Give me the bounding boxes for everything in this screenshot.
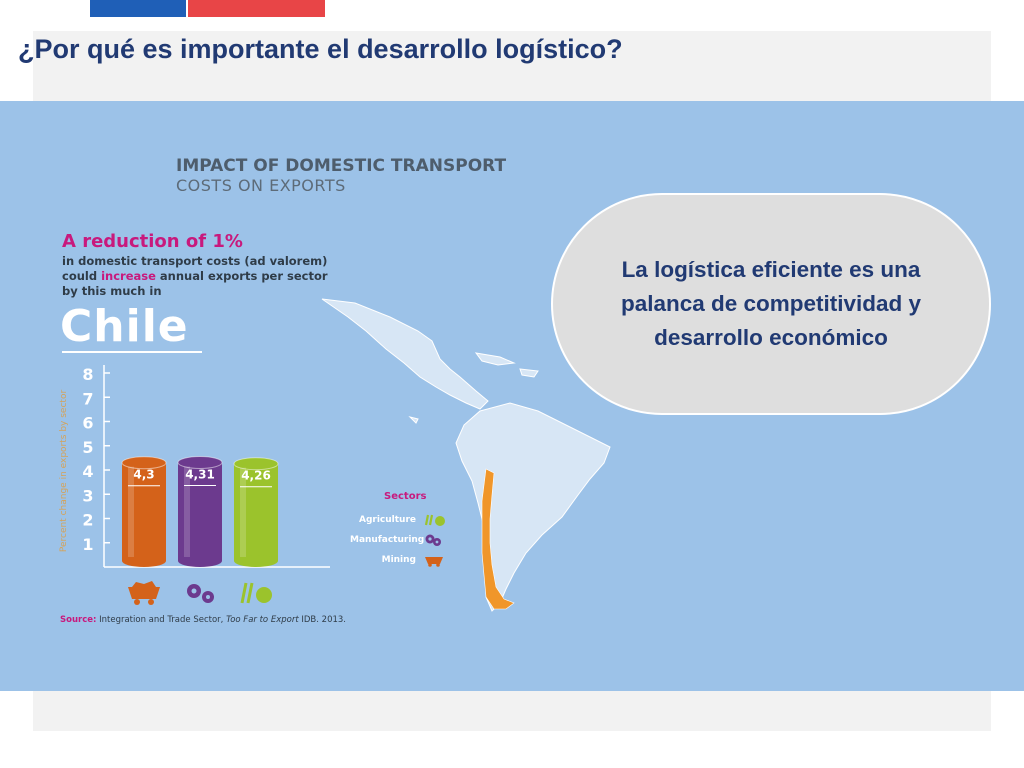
mining-cart-wheel-right [148,599,154,605]
bar-chart: 1 2 3 4 5 6 7 8 Percent change in exports by sec… [59,365,330,605]
chile-shape [481,468,515,610]
country-underline [62,351,202,353]
y-tick-label-5: 5 [82,438,93,457]
desc-per-sector: annual exports per sector [155,268,328,283]
flag-bar [90,0,325,17]
callout-text: La logística eficiente es una palanca de… [620,257,922,350]
infographic-title-line1: IMPACT OF DOMESTIC TRANSPORT [176,156,507,176]
source-italic: Too Far to Export [226,615,299,625]
bar-cap-agriculture [233,457,279,471]
y-tick-label-2: 2 [82,511,93,530]
bar-highlight-manufacturing [184,466,190,557]
infographic-title-line2: COSTS ON EXPORTS [176,175,346,195]
bar-base-manufacturing [178,555,222,567]
apple-icon [256,587,272,603]
y-tick-label-7: 7 [82,389,93,408]
bar-value-label-agriculture: 4,26 [241,469,271,483]
mining-icon [425,557,443,567]
reduction-prefix: A reduction of [62,231,213,252]
legend-row-agriculture: Agriculture [350,510,446,530]
bar-base-mining [122,555,166,567]
reduction-value: 1% [212,231,243,252]
y-tick-label-8: 8 [82,365,93,384]
bar-value-label-mining: 4,3 [133,468,154,482]
source-text: Integration and Trade Sector, [96,615,227,625]
americas-map [321,298,611,612]
legend-label-agriculture: Agriculture [358,515,416,525]
desc-increase: increase [101,268,156,283]
south-america-shape [455,402,611,612]
bar-cap-manufacturing [177,455,223,469]
wheat-icon [240,582,254,604]
legend-label-mining: Mining [381,555,416,565]
reduction-desc-line3: by this much in [62,283,162,298]
infographic-panel: IMPACT OF DOMESTIC TRANSPORT COSTS ON EX… [0,101,1024,691]
y-tick-label-4: 4 [82,462,93,481]
bar-mining [122,462,166,561]
bar-highlight-mining [128,466,134,557]
bar-cap-mining [121,456,167,470]
agriculture-icon [424,514,445,526]
reduction-description: in domestic transport costs (ad valorem)… [62,254,328,299]
source-tail: IDB. 2013. [298,615,346,625]
reduction-statement: A reduction of 1% in domestic transport … [62,231,328,299]
flag-blue-stripe [90,0,186,17]
infographic-title: IMPACT OF DOMESTIC TRANSPORT COSTS ON EX… [176,156,507,195]
bar-base-agriculture [234,555,278,567]
source-label: Source: [60,615,97,625]
callout-bubble: La logística eficiente es una palanca de… [551,193,991,415]
sector-legend: Sectors Agriculture Manufacturing Mining [350,491,446,570]
bar-value-label-manufacturing: 4,31 [185,467,215,481]
legend-row-mining: Mining [350,550,446,570]
caribbean-islands-shape [408,352,539,424]
desc-could: could [62,268,102,283]
gear-large-hole [191,588,197,594]
slide-title: ¿Por qué es importante el desarrollo log… [18,34,623,64]
source-note: Source: Integration and Trade Sector, To… [60,615,346,625]
legend-title: Sectors [384,491,427,502]
bar-highlight-agriculture [240,467,246,557]
country-name: Chile [60,301,189,352]
mexico-central-america-shape [321,298,489,410]
reduction-heading: A reduction of 1% [62,231,328,252]
legend-label-manufacturing: Manufacturing [350,535,425,545]
flag-gap [186,0,188,17]
y-tick-label-6: 6 [82,414,93,433]
flag-red-stripe [188,0,325,17]
mining-cart-wheel-left [134,599,140,605]
gear-small-hole [206,595,210,599]
y-tick-label-3: 3 [82,486,93,505]
reduction-desc-line1: in domestic transport costs (ad valorem) [62,254,328,268]
y-tick-label-1: 1 [82,535,93,554]
y-axis-title: Percent change in exports by sector [59,390,69,553]
manufacturing-icon [425,534,441,546]
bar-manufacturing [178,462,222,561]
bar-agriculture [234,463,278,561]
mining-ore-icon [132,581,156,587]
mining-cart-icon [128,587,160,599]
reduction-desc-line2: could increase annual exports per sector [62,269,328,284]
legend-row-manufacturing: Manufacturing [350,530,446,550]
